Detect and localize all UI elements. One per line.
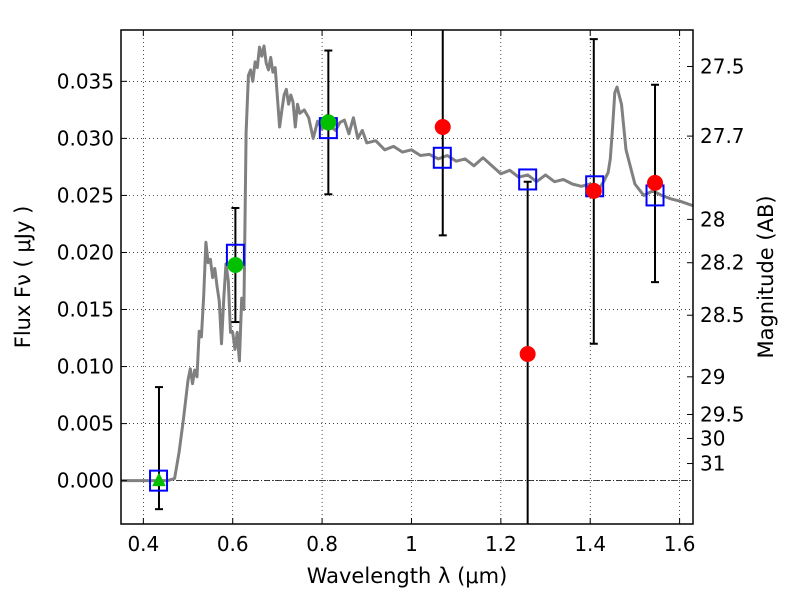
x-axis: 0.4 0.6 0.8 1 1.2 1.4 1.6 xyxy=(127,30,696,556)
x-tick-label: 1.4 xyxy=(574,532,606,556)
x-tick-label: 0.6 xyxy=(217,532,249,556)
x-tick-label: 1.2 xyxy=(485,532,517,556)
y-tick-label: 0.015 xyxy=(57,298,114,322)
x-tick-label: 0.4 xyxy=(127,532,159,556)
measurement-markers xyxy=(152,114,664,487)
y-axis-title: Flux Fν ( μJy ) xyxy=(11,206,35,349)
magnitude-tick-label: 27.5 xyxy=(700,55,745,79)
measurement-point xyxy=(647,174,664,191)
measurement-point xyxy=(519,346,536,363)
magnitude-tick-label: 27.7 xyxy=(700,124,745,148)
plot-frame xyxy=(120,29,694,525)
magnitude-tick-label: 28.2 xyxy=(700,251,745,275)
model-photometry-box xyxy=(432,146,452,169)
model-photometry-box xyxy=(149,469,169,492)
y-tick-label: 0.005 xyxy=(57,412,114,436)
y-tick-label: 0.030 xyxy=(57,126,114,150)
sed-model-line xyxy=(121,44,693,483)
magnitude-tick-label: 30 xyxy=(700,426,725,450)
y-tick-label: 0.035 xyxy=(57,69,114,93)
magnitude-tick-label: 29.5 xyxy=(700,402,745,426)
y-tick-label: 0.010 xyxy=(57,355,114,379)
x-tick-label: 1.6 xyxy=(664,532,696,556)
measurement-triangle xyxy=(152,472,166,487)
magnitude-tick-label: 28.5 xyxy=(700,303,745,327)
magnitude-tick-label: 28 xyxy=(700,207,725,231)
measurement-point xyxy=(320,114,337,131)
measurement-point xyxy=(227,257,244,274)
measurement-point xyxy=(434,118,451,135)
y-tick-label: 0.000 xyxy=(57,469,114,493)
x-tick-label: 0.8 xyxy=(306,532,338,556)
x-axis-title: Wavelength λ (μm) xyxy=(307,564,508,588)
model-boxes xyxy=(149,117,665,492)
y-tick-label: 0.020 xyxy=(57,240,114,264)
y-axis: 0.000 0.005 0.010 0.015 0.020 0.025 0.030 0.035 xyxy=(57,69,127,493)
measurement-point xyxy=(585,182,602,199)
y-tick-label: 0.025 xyxy=(57,183,114,207)
x-tick-label: 1 xyxy=(405,532,418,556)
magnitude-axis-title: Magnitude (AB) xyxy=(754,195,778,358)
magnitude-tick-label: 31 xyxy=(700,452,725,476)
model-photometry-box xyxy=(518,168,538,191)
magnitude-tick-label: 29 xyxy=(700,365,725,389)
